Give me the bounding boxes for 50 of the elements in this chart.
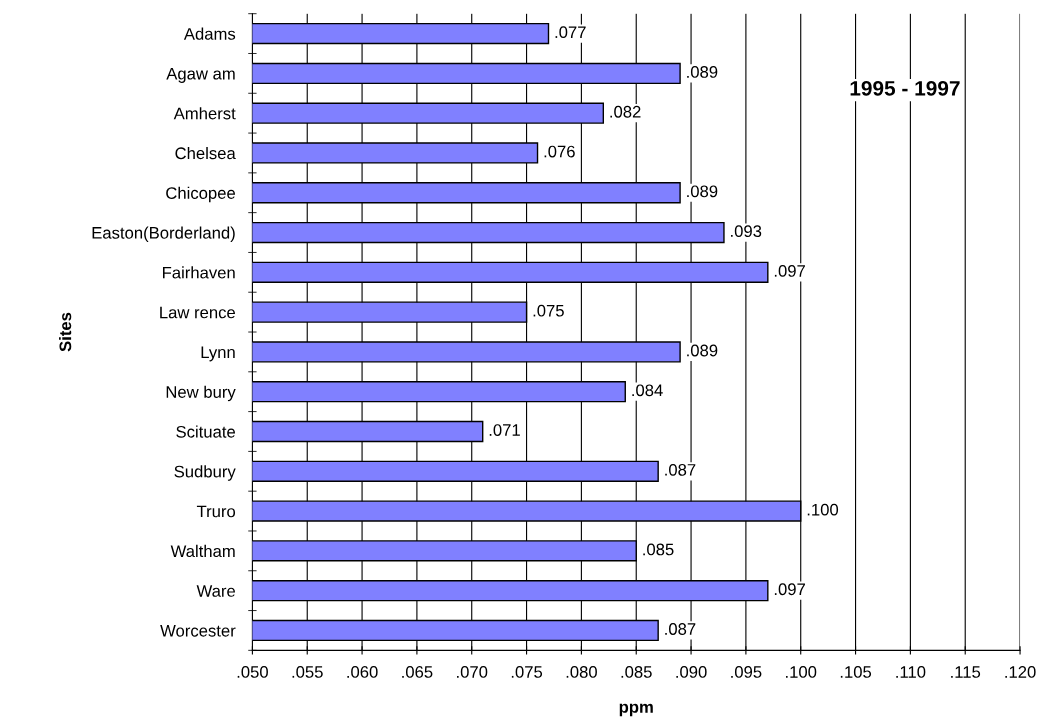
x-tick-label: .070 bbox=[457, 666, 488, 678]
data-label: .097 bbox=[774, 583, 805, 596]
data-label: .084 bbox=[632, 384, 663, 397]
y-tick-label: Worcester bbox=[160, 625, 236, 637]
data-label: .089 bbox=[687, 66, 718, 78]
x-tick-label: .080 bbox=[566, 666, 597, 678]
x-tick-label: .115 bbox=[951, 666, 981, 678]
data-label: .089 bbox=[687, 185, 718, 198]
x-tick-label: .105 bbox=[840, 666, 872, 678]
y-tick-label: Adams bbox=[183, 27, 236, 40]
x-tick-label: .110 bbox=[896, 666, 926, 678]
data-label: .097 bbox=[774, 265, 805, 277]
y-axis-title: Sites bbox=[59, 312, 72, 352]
data-label: .071 bbox=[489, 424, 520, 436]
y-tick-label: Amherst bbox=[173, 107, 236, 120]
x-tick-label: .100 bbox=[786, 666, 817, 678]
y-tick-label: Easton(Borderland) bbox=[92, 226, 235, 243]
x-tick-label: .120 bbox=[1005, 666, 1036, 678]
x-tick-label: .090 bbox=[676, 666, 707, 678]
y-tick-label: Ware bbox=[196, 585, 235, 597]
data-label: .087 bbox=[665, 463, 696, 476]
data-label: .077 bbox=[555, 26, 586, 39]
data-label: .089 bbox=[687, 344, 718, 357]
y-tick-label: Truro bbox=[196, 505, 236, 518]
x-tick-label: .060 bbox=[347, 666, 378, 678]
x-tick-label: .065 bbox=[402, 666, 433, 678]
x-tick-label: .055 bbox=[292, 666, 323, 678]
y-tick-label: Chelsea bbox=[175, 146, 236, 160]
data-label: .075 bbox=[533, 304, 564, 317]
data-label: .076 bbox=[544, 145, 575, 158]
y-tick-label: Law rence bbox=[160, 306, 235, 319]
y-tick-label: Chicopee bbox=[166, 186, 235, 203]
x-tick-label: .075 bbox=[511, 666, 543, 678]
y-tick-label: Sudbury bbox=[174, 465, 236, 481]
data-label: .082 bbox=[610, 105, 641, 118]
y-tick-label: Fairhaven bbox=[163, 266, 235, 279]
y-tick-label: Waltham bbox=[170, 544, 235, 558]
x-axis-title: ppm bbox=[619, 703, 653, 717]
annotation: 1995 - 1997 bbox=[850, 80, 960, 96]
data-label: .085 bbox=[643, 543, 674, 556]
data-label: .087 bbox=[665, 623, 696, 635]
y-tick-label: Agaw am bbox=[166, 67, 235, 83]
x-tick-label: .085 bbox=[621, 666, 652, 678]
x-tick-label: .050 bbox=[237, 666, 268, 678]
y-tick-label: Lynn bbox=[201, 346, 235, 362]
y-tick-label: Scituate bbox=[176, 425, 235, 438]
data-label: .100 bbox=[807, 503, 839, 516]
x-tick-label: .095 bbox=[731, 666, 762, 678]
y-tick-label: New bury bbox=[166, 385, 236, 402]
data-label: .093 bbox=[731, 225, 762, 238]
